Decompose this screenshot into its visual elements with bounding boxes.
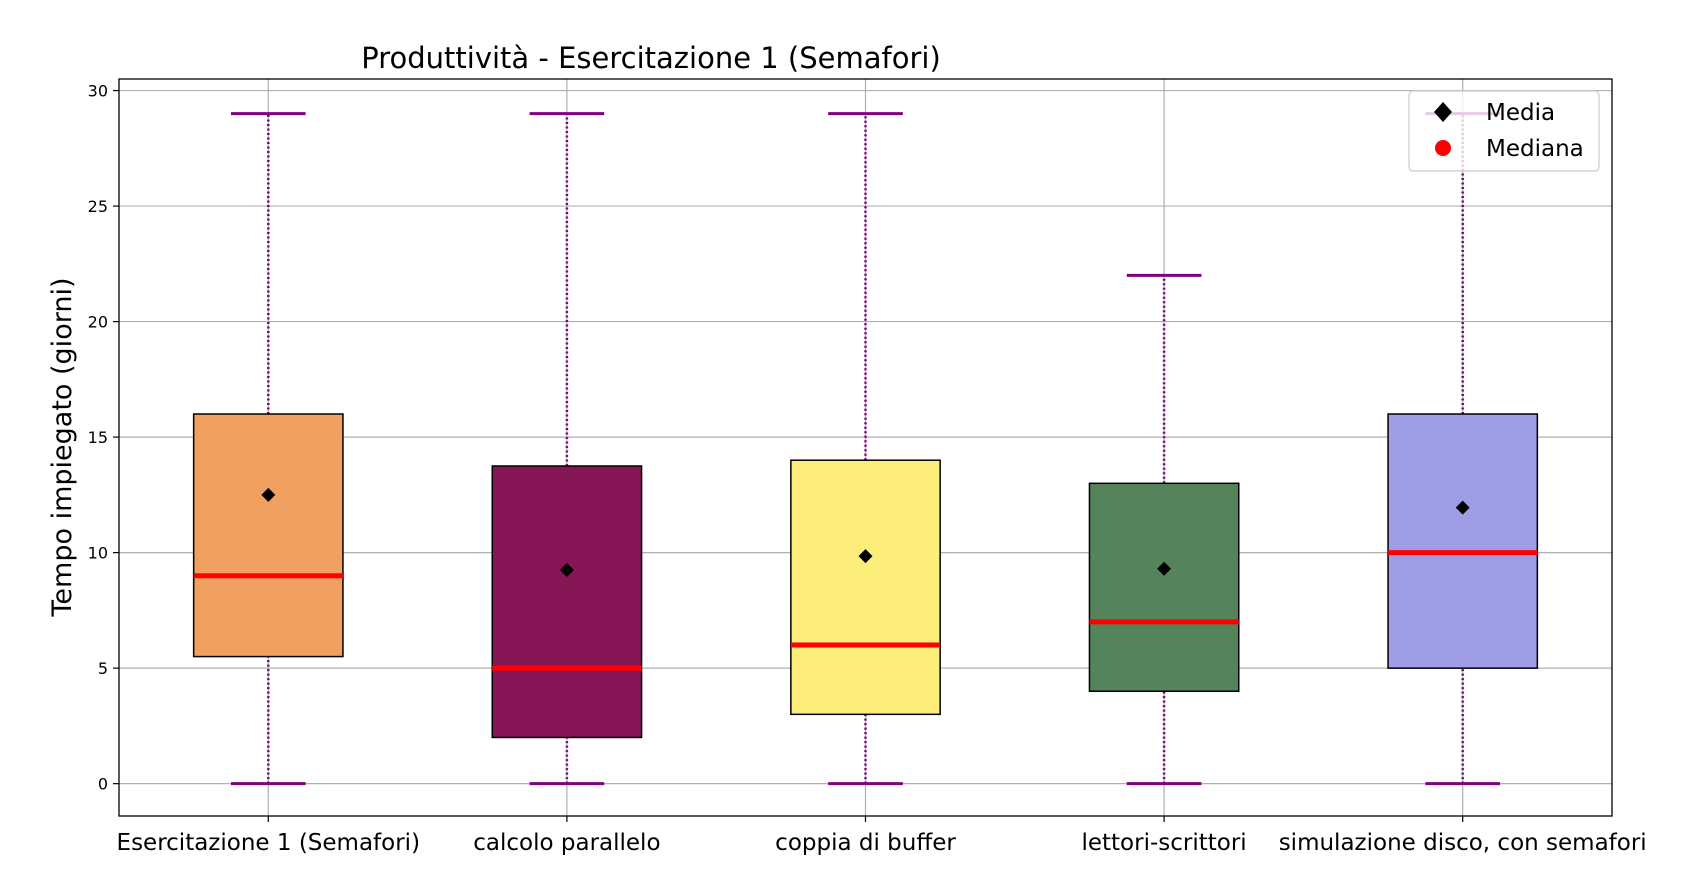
box-body bbox=[192, 413, 344, 658]
legend: Media Mediana bbox=[1408, 90, 1600, 172]
legend-box bbox=[1408, 90, 1600, 172]
y-axis-label: Tempo impiegato (giorni) bbox=[47, 278, 78, 618]
x-tick-label: lettori-scrittori bbox=[1081, 830, 1246, 856]
mean-marker bbox=[559, 562, 574, 577]
legend-media-marker bbox=[1434, 102, 1452, 122]
box-body bbox=[1088, 482, 1240, 692]
mean-marker bbox=[1157, 561, 1172, 576]
box-group-simulazione-disco-con-semafori bbox=[1387, 112, 1539, 786]
y-tick-label: 20 bbox=[88, 313, 108, 332]
mean-marker bbox=[261, 487, 276, 502]
y-tick-label: 25 bbox=[88, 197, 108, 216]
box-group-lettori-scrittori bbox=[1088, 273, 1240, 786]
box-body bbox=[491, 465, 643, 739]
legend-media-label: Media bbox=[1486, 100, 1555, 126]
box-group-esercitazione-1-semafori bbox=[192, 112, 344, 786]
plot-area bbox=[192, 112, 1539, 786]
box-group-calcolo-parallelo bbox=[491, 112, 643, 786]
box-body bbox=[1387, 413, 1539, 669]
mean-marker bbox=[1455, 500, 1470, 515]
x-tick-label: calcolo parallelo bbox=[473, 830, 660, 856]
y-tick-label: 15 bbox=[88, 428, 108, 447]
chart-title: Produttività - Esercitazione 1 (Semafori… bbox=[361, 41, 941, 75]
y-tick-label: 10 bbox=[88, 544, 108, 563]
x-tick-label: simulazione disco, con semafori bbox=[1279, 830, 1647, 856]
y-tick-label: 0 bbox=[98, 775, 108, 794]
axes: Esercitazione 1 (Semafori) calcolo parall… bbox=[88, 82, 1647, 856]
y-tick-label: 30 bbox=[88, 82, 108, 101]
box-group-coppia-di-buffer bbox=[790, 112, 941, 786]
box-body bbox=[790, 459, 941, 716]
legend-mediana-label: Mediana bbox=[1486, 136, 1584, 162]
mean-marker bbox=[858, 549, 873, 564]
legend-mediana-marker bbox=[1435, 140, 1451, 156]
x-tick-label: coppia di buffer bbox=[775, 830, 956, 856]
x-tick-label: Esercitazione 1 (Semafori) bbox=[117, 830, 421, 856]
y-tick-label: 5 bbox=[98, 659, 108, 678]
